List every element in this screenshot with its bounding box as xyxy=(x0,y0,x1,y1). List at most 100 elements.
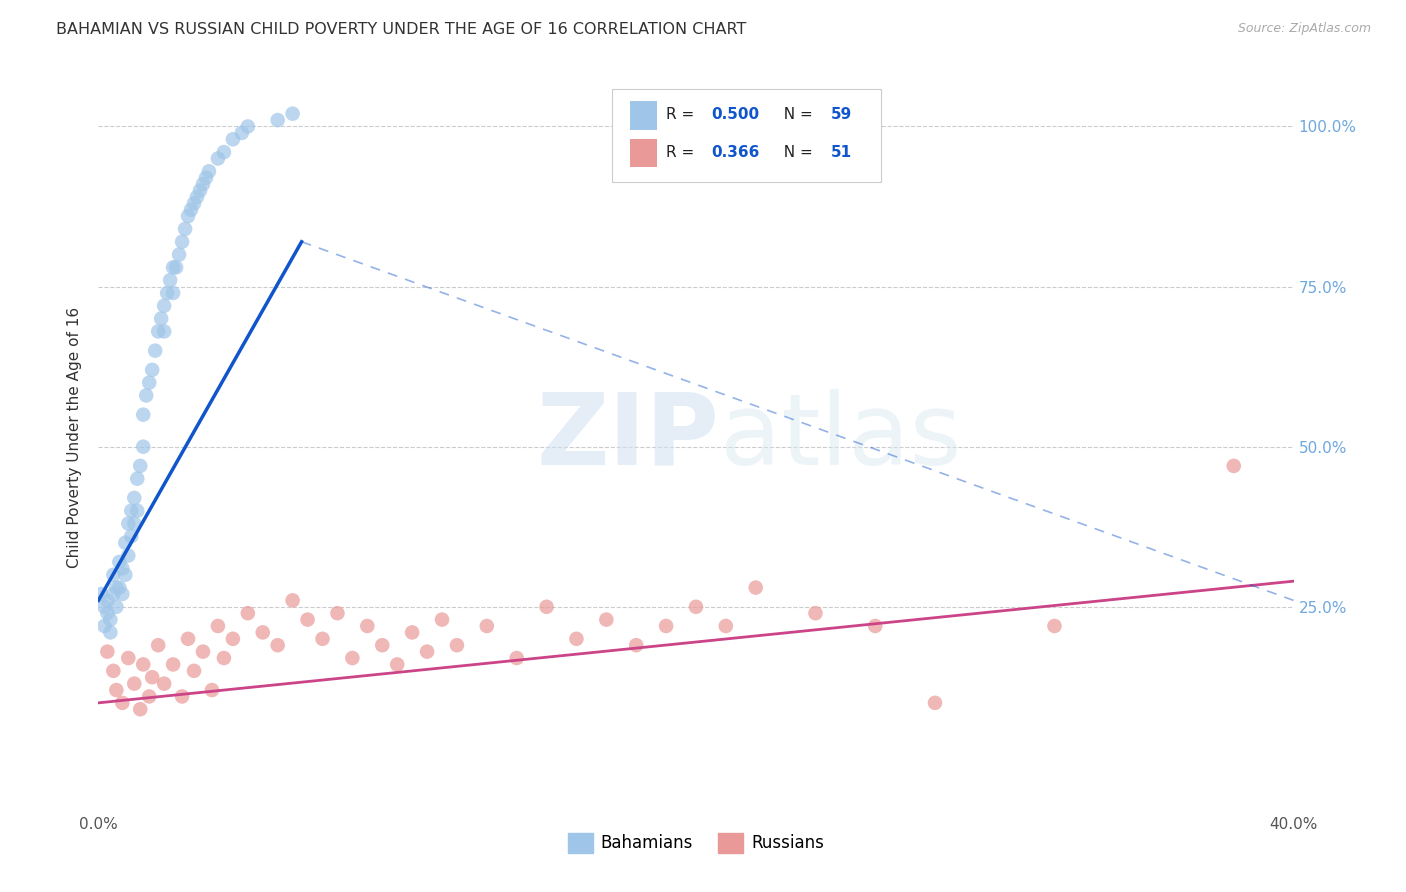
Point xyxy=(212,651,235,665)
Point xyxy=(135,388,157,402)
Point xyxy=(165,260,187,275)
Point xyxy=(148,638,170,652)
Text: 0.366: 0.366 xyxy=(711,145,759,160)
Point xyxy=(153,325,176,339)
Point xyxy=(506,651,529,665)
Point xyxy=(252,625,274,640)
Point xyxy=(416,645,439,659)
Point xyxy=(114,535,136,549)
Text: 0.500: 0.500 xyxy=(711,107,759,122)
Point xyxy=(311,632,333,646)
Point xyxy=(172,690,194,704)
Point xyxy=(236,606,259,620)
Point xyxy=(96,645,118,659)
Point xyxy=(207,619,229,633)
Point xyxy=(1223,458,1246,473)
Point xyxy=(108,581,131,595)
Point xyxy=(536,599,558,614)
Point xyxy=(105,683,128,698)
Text: ZIP: ZIP xyxy=(537,389,720,485)
Point xyxy=(281,106,304,120)
Point xyxy=(326,606,349,620)
Point xyxy=(183,196,205,211)
Point xyxy=(98,613,122,627)
Point xyxy=(475,619,498,633)
Text: N =: N = xyxy=(773,145,817,160)
Text: 59: 59 xyxy=(831,107,852,122)
Point xyxy=(356,619,378,633)
Point xyxy=(103,587,125,601)
Point xyxy=(446,638,468,652)
Text: atlas: atlas xyxy=(720,389,962,485)
Point xyxy=(714,619,737,633)
Point xyxy=(108,555,131,569)
Point xyxy=(120,504,142,518)
FancyBboxPatch shape xyxy=(613,88,882,182)
Point xyxy=(177,632,200,646)
Point xyxy=(297,613,319,627)
Point xyxy=(117,549,139,563)
Point xyxy=(117,651,139,665)
Point xyxy=(114,567,136,582)
Point xyxy=(595,613,617,627)
Point xyxy=(93,599,115,614)
Point xyxy=(148,325,170,339)
Point xyxy=(129,458,152,473)
Point xyxy=(162,285,184,300)
Point xyxy=(655,619,678,633)
Point xyxy=(105,581,128,595)
Point xyxy=(924,696,946,710)
Point xyxy=(153,676,176,690)
Point xyxy=(183,664,205,678)
Point xyxy=(745,581,768,595)
Point xyxy=(96,593,118,607)
Point xyxy=(90,587,112,601)
Point xyxy=(191,177,214,191)
Text: Source: ZipAtlas.com: Source: ZipAtlas.com xyxy=(1237,22,1371,36)
Point xyxy=(207,152,229,166)
Point xyxy=(127,504,149,518)
Point xyxy=(153,299,176,313)
Point xyxy=(120,529,142,543)
Point xyxy=(177,209,200,223)
Point xyxy=(267,638,290,652)
Point xyxy=(201,683,224,698)
Point xyxy=(865,619,887,633)
Point xyxy=(143,343,166,358)
Text: R =: R = xyxy=(666,145,699,160)
Legend: Bahamians, Russians: Bahamians, Russians xyxy=(561,826,831,860)
Point xyxy=(111,696,134,710)
Text: 51: 51 xyxy=(831,145,852,160)
Point xyxy=(132,440,155,454)
Point xyxy=(132,657,155,672)
Point xyxy=(172,235,194,249)
Point xyxy=(804,606,827,620)
Point xyxy=(129,702,152,716)
Point xyxy=(281,593,304,607)
Point xyxy=(162,657,184,672)
Point xyxy=(180,202,202,217)
Point xyxy=(111,587,134,601)
Point xyxy=(138,376,160,390)
Point xyxy=(685,599,707,614)
Point xyxy=(1043,619,1066,633)
Point xyxy=(105,599,128,614)
Point xyxy=(141,670,163,684)
Point xyxy=(212,145,235,160)
Point xyxy=(222,632,245,646)
Point xyxy=(132,408,155,422)
FancyBboxPatch shape xyxy=(630,139,657,168)
Point xyxy=(236,120,259,134)
Point xyxy=(103,567,125,582)
Y-axis label: Child Poverty Under the Age of 16: Child Poverty Under the Age of 16 xyxy=(67,307,83,567)
Point xyxy=(222,132,245,146)
Point xyxy=(198,164,221,178)
Point xyxy=(401,625,423,640)
Point xyxy=(191,645,214,659)
Point xyxy=(174,222,197,236)
Text: N =: N = xyxy=(773,107,817,122)
Point xyxy=(103,664,125,678)
Point xyxy=(371,638,394,652)
Point xyxy=(267,113,290,128)
Point xyxy=(138,690,160,704)
